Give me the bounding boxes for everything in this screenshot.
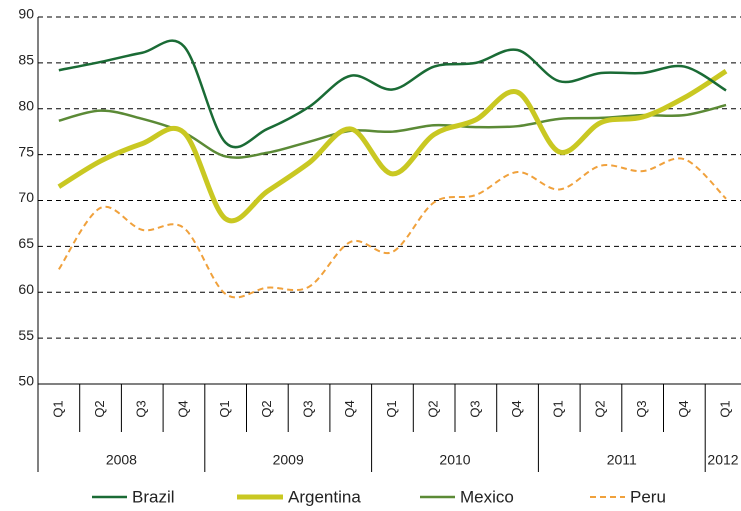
legend-label: Argentina: [288, 487, 361, 506]
y-tick-label: 75: [18, 143, 34, 159]
x-tick-label: Q3: [300, 400, 315, 417]
x-tick-label: Q1: [717, 400, 732, 417]
x-tick-label: Q1: [384, 400, 399, 417]
legend-label: Brazil: [132, 487, 175, 506]
x-tick-label: Q4: [175, 400, 190, 417]
group-label: 2010: [439, 452, 470, 468]
x-tick-label: Q1: [50, 400, 65, 417]
x-tick-label: Q2: [92, 400, 107, 417]
y-tick-label: 50: [18, 373, 34, 389]
y-tick-label: 80: [18, 97, 34, 113]
y-tick-label: 70: [18, 189, 34, 205]
y-tick-label: 85: [18, 52, 34, 68]
group-label: 2008: [106, 452, 137, 468]
x-tick-label: Q4: [676, 400, 691, 417]
x-tick-label: Q1: [217, 400, 232, 417]
x-tick-label: Q3: [634, 400, 649, 417]
legend-label: Peru: [630, 487, 666, 506]
x-tick-label: Q3: [134, 400, 149, 417]
series-line: [58, 39, 727, 149]
x-tick-label: Q2: [426, 400, 441, 417]
x-tick-label: Q1: [551, 400, 566, 417]
group-label: 2011: [607, 452, 637, 468]
x-tick-label: Q3: [467, 400, 482, 417]
series-line: [58, 157, 727, 299]
legend-label: Mexico: [460, 487, 514, 506]
x-tick-label: Q2: [592, 400, 607, 417]
y-tick-label: 65: [18, 235, 34, 251]
y-tick-label: 55: [18, 327, 34, 343]
x-tick-label: Q2: [259, 400, 274, 417]
y-tick-label: 60: [18, 281, 34, 297]
group-label: 2012: [707, 452, 738, 468]
series-line: [57, 69, 728, 224]
x-tick-label: Q4: [342, 400, 357, 417]
group-label: 2009: [273, 452, 304, 468]
y-tick-label: 90: [18, 6, 34, 22]
x-tick-label: Q4: [509, 400, 524, 417]
